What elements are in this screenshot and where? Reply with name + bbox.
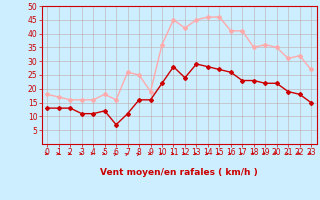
X-axis label: Vent moyen/en rafales ( km/h ): Vent moyen/en rafales ( km/h ) [100, 168, 258, 177]
